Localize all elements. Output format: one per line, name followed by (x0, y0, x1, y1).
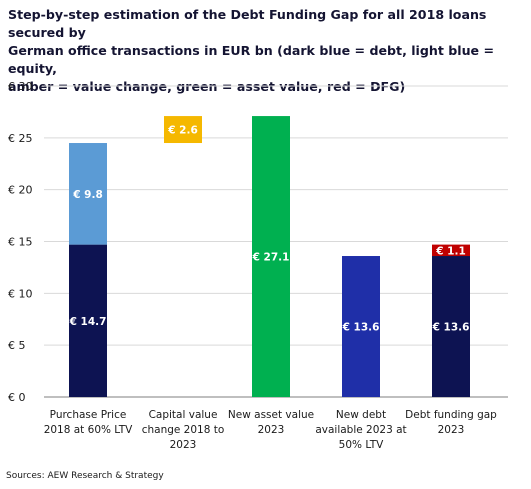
bar-segment (252, 116, 290, 398)
title-line-1: Step-by-step estimation of the Debt Fund… (8, 7, 487, 40)
data-label: € 1.1 (435, 245, 466, 257)
category-label: 2023 (438, 424, 465, 436)
bar-segment (342, 256, 380, 397)
bar-segment (69, 244, 107, 397)
category-label: New asset value (228, 409, 314, 421)
y-tick-label: € 15 (8, 236, 33, 249)
bar-segment (69, 143, 107, 245)
data-label: € 9.8 (72, 189, 103, 201)
source-note: Sources: AEW Research & Strategy (6, 471, 164, 481)
category-label: 2023 (258, 424, 285, 436)
data-label: € 2.6 (167, 125, 198, 137)
category-label: available 2023 at (315, 424, 406, 436)
y-tick-label: € 5 (8, 339, 26, 352)
bar-segment (432, 244, 470, 257)
data-label: € 14.7 (69, 316, 107, 328)
category-label: change 2018 to (142, 424, 225, 436)
title-line-2: German office transactions in EUR bn (da… (8, 43, 495, 76)
y-tick-label: € 20 (8, 184, 33, 197)
y-tick-label: € 25 (8, 132, 33, 145)
category-label: 2018 at 60% LTV (44, 424, 133, 436)
category-label: 50% LTV (339, 439, 384, 451)
data-label: € 27.1 (252, 252, 290, 264)
bar-segment (164, 116, 202, 144)
y-tick-label: € 0 (8, 391, 26, 404)
category-label: New debt (336, 409, 386, 421)
data-label: € 13.6 (342, 322, 380, 334)
category-label: Debt funding gap (405, 409, 497, 421)
chart-title: Step-by-step estimation of the Debt Fund… (8, 6, 523, 96)
category-label: Purchase Price (50, 409, 127, 421)
category-label: Capital value (149, 409, 218, 421)
data-label: € 13.6 (432, 322, 470, 334)
bar-segment (432, 256, 470, 397)
y-tick-label: € 30 (8, 80, 33, 93)
category-label: 2023 (170, 439, 197, 451)
y-tick-label: € 10 (8, 287, 33, 300)
